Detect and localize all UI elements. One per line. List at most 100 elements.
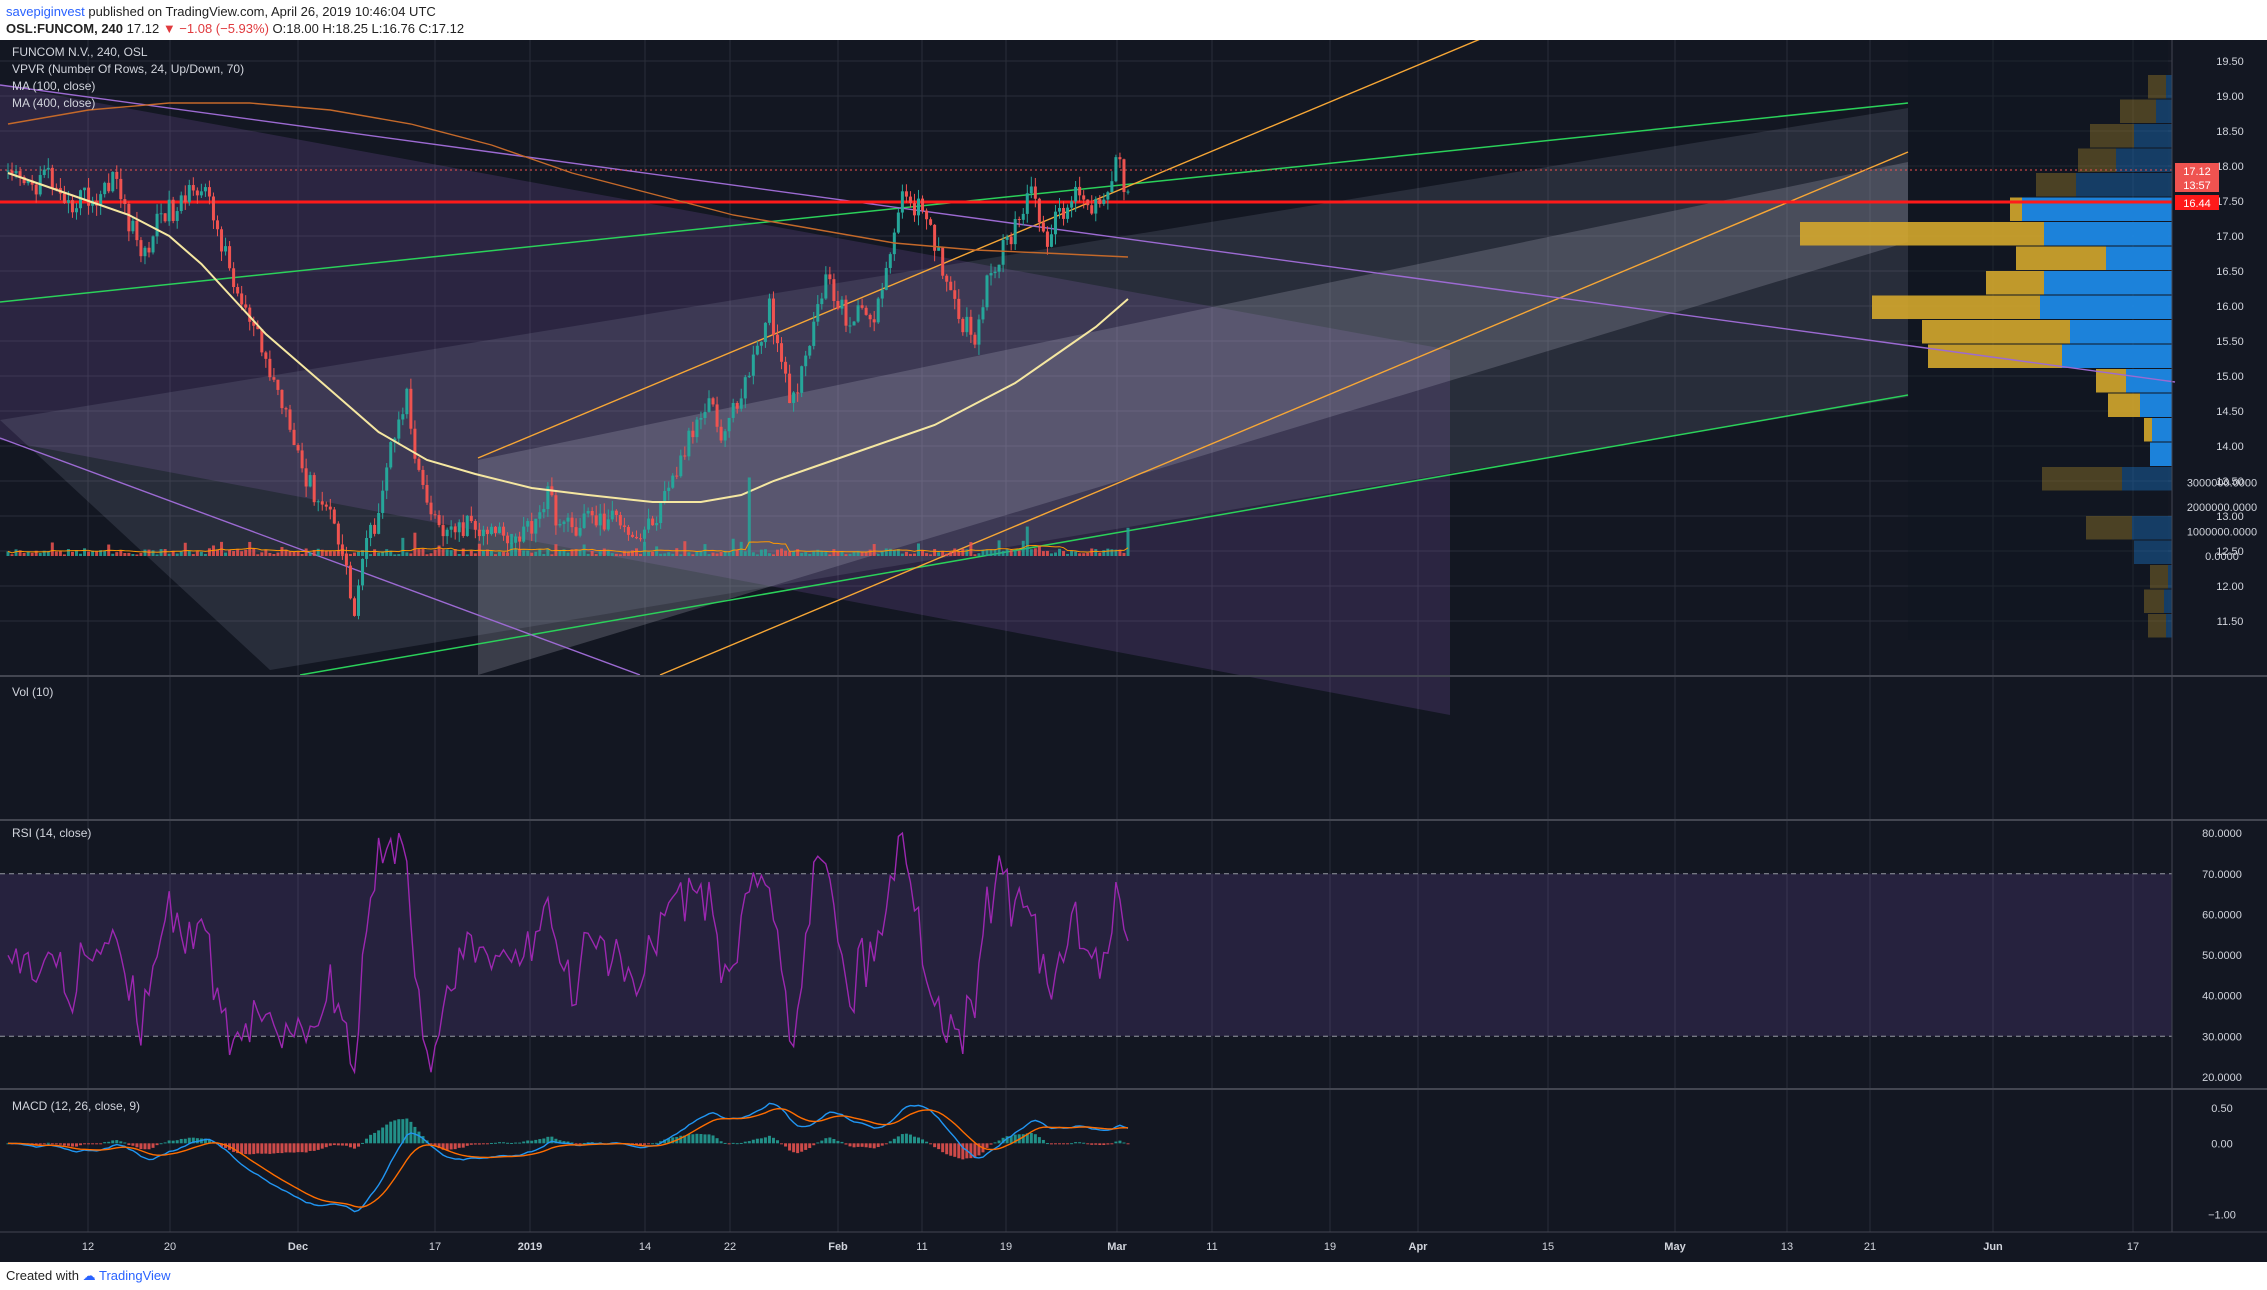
rsi-band-fill — [0, 873, 2172, 1037]
macd-histogram-bar — [429, 1143, 433, 1145]
macd-histogram-bar — [747, 1141, 751, 1144]
volume-bar — [280, 547, 284, 556]
volume-bar — [385, 549, 389, 556]
macd-histogram-bar — [54, 1143, 58, 1145]
volume-bar — [1017, 550, 1021, 556]
volume-bar — [1045, 550, 1049, 556]
macd-histogram-bar — [723, 1142, 727, 1144]
candle-body — [985, 275, 989, 308]
vpvr-down-bar — [2144, 418, 2152, 442]
volume-bar — [429, 553, 433, 556]
volume-bar — [312, 549, 316, 556]
volume-bar — [1082, 553, 1086, 556]
tradingview-brand-link[interactable]: TradingView — [99, 1268, 171, 1283]
volume-bar — [514, 548, 518, 556]
publisher-link[interactable]: savepiginvest — [6, 4, 85, 19]
volume-bar — [42, 550, 46, 556]
volume-bar — [115, 552, 119, 556]
candle-body — [1029, 186, 1033, 194]
candle-body — [747, 375, 751, 378]
volume-bar — [453, 549, 457, 556]
volume-bar — [731, 538, 735, 556]
volume-bar — [50, 542, 54, 556]
volume-bar — [671, 553, 675, 556]
volume-bar — [66, 549, 70, 556]
volume-bar — [62, 554, 66, 556]
macd-histogram-bar — [256, 1143, 260, 1154]
macd-histogram-bar — [1037, 1137, 1041, 1144]
volume-bar — [489, 550, 493, 556]
macd-histogram-bar — [679, 1135, 683, 1144]
candle-body — [195, 190, 199, 196]
macd-histogram-bar — [284, 1143, 288, 1153]
candle-body — [868, 314, 872, 320]
volume-bar — [304, 548, 308, 556]
macd-histogram-bar — [904, 1133, 908, 1144]
macd-histogram-bar — [151, 1143, 155, 1148]
volume-bar — [1025, 526, 1029, 556]
macd-histogram-bar — [860, 1143, 864, 1147]
candle-body — [719, 426, 723, 441]
macd-histogram-bar — [1070, 1143, 1074, 1145]
volume-bar — [465, 554, 469, 556]
macd-histogram-bar — [1041, 1139, 1045, 1144]
candle-body — [808, 345, 812, 356]
price-labels: 17.12 13:57 16.44 — [2175, 163, 2219, 210]
candle-body — [711, 398, 715, 405]
volume-bar — [502, 552, 506, 556]
volume-tick-label: 2000000.0000 — [2187, 502, 2257, 514]
candle-body — [203, 187, 207, 192]
macd-histogram-bar — [1114, 1141, 1118, 1144]
macd-histogram-bar — [465, 1143, 469, 1146]
candle-body — [348, 565, 352, 599]
volume-bar — [925, 553, 929, 556]
volume-bar — [876, 553, 880, 556]
candle-body — [1082, 195, 1086, 200]
macd-histogram-bar — [582, 1143, 586, 1145]
candle-body — [1090, 205, 1094, 214]
volume-bar — [256, 554, 260, 556]
volume-bar — [18, 550, 22, 556]
candle-body — [888, 254, 892, 268]
volume-bar — [147, 549, 151, 556]
candle-body — [614, 510, 618, 515]
chart-canvas[interactable]: 19.50 19.00 18.50 18.00 17.50 17.00 16.50 16.00… — [0, 34, 2267, 1262]
volume-bar — [1053, 552, 1057, 556]
candle-body — [872, 319, 876, 323]
candle-body — [1110, 181, 1114, 193]
volume-bar — [232, 551, 236, 556]
macd-histogram-bar — [884, 1143, 888, 1145]
candle-body — [127, 204, 131, 232]
candle-body — [949, 281, 953, 291]
candle-body — [812, 321, 816, 346]
candle-body — [1017, 219, 1021, 221]
candle-body — [336, 523, 340, 545]
macd-histogram-bar — [381, 1127, 385, 1144]
volume-bar — [550, 554, 554, 556]
candle-body — [973, 334, 977, 345]
macd-histogram-bar — [856, 1143, 860, 1147]
candle-body — [316, 501, 320, 503]
vpvr-down-bar — [2042, 467, 2122, 491]
candle-body — [211, 196, 215, 221]
volume-bar — [570, 549, 574, 556]
macd-histogram-bar — [58, 1143, 62, 1145]
price-tick-label: 16.50 — [2216, 266, 2244, 278]
price-tick-label: 12.00 — [2216, 581, 2244, 593]
candle-body — [1021, 213, 1025, 220]
chart-area[interactable]: 19.50 19.00 18.50 18.00 17.50 17.00 16.50 16.00… — [0, 34, 2267, 1262]
volume-bar — [852, 551, 856, 556]
macd-histogram-bar — [546, 1136, 550, 1144]
volume-bar — [606, 550, 610, 556]
time-tick-label: May — [1664, 1241, 1686, 1253]
volume-bar — [743, 551, 747, 556]
volume-bar — [1070, 550, 1074, 556]
volume-bar — [1049, 553, 1053, 556]
vpvr-down-bar — [2108, 393, 2140, 417]
candle-body — [727, 417, 731, 432]
price-tick-label: 15.00 — [2216, 371, 2244, 383]
volume-bar — [610, 553, 614, 556]
volume-bar — [832, 549, 836, 556]
candle-body — [594, 515, 598, 526]
vpvr-down-bar — [2016, 246, 2106, 270]
